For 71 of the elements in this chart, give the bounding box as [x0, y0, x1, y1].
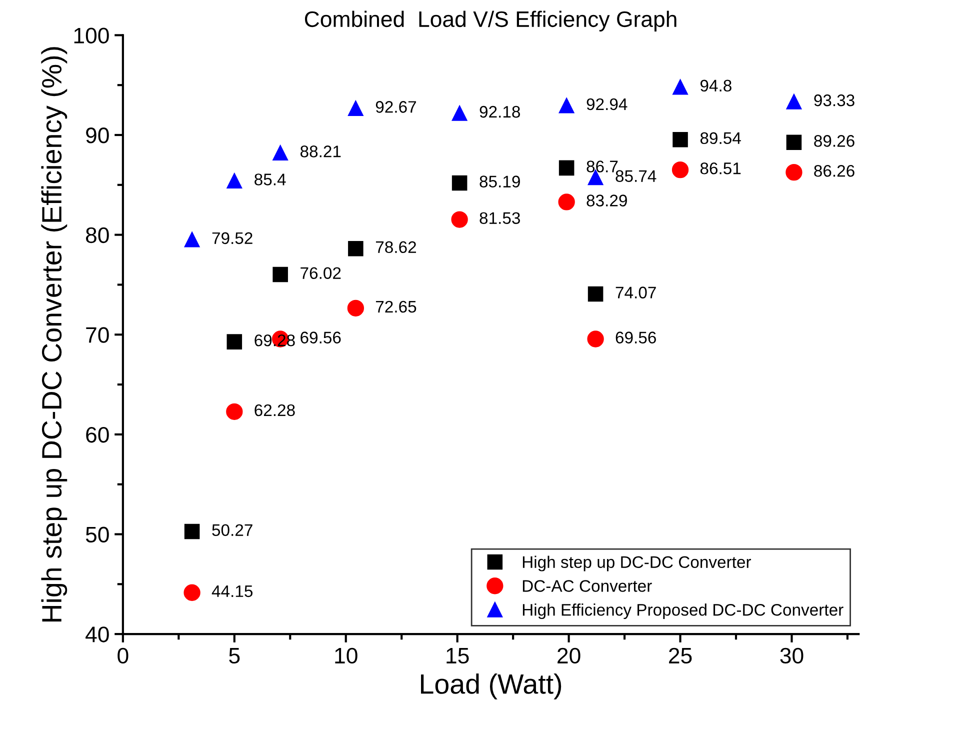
x-tick-label: 0 [118, 648, 128, 664]
data-label: 92.67 [376, 101, 416, 113]
point [558, 194, 575, 210]
point [226, 334, 242, 350]
point [226, 173, 242, 189]
point [452, 175, 468, 191]
data-label: 76.02 [300, 267, 341, 280]
point [184, 584, 200, 601]
data-label: 50.27 [212, 524, 252, 536]
data-label: 86.7 [586, 160, 618, 172]
data-label: 92.18 [480, 106, 520, 118]
data-label: 88.21 [300, 146, 341, 158]
data-label: 74.07 [616, 286, 656, 298]
point [786, 134, 802, 150]
data-label: 69.56 [300, 332, 341, 344]
data-label: 62.28 [254, 404, 295, 416]
y-tick-label: 40 [86, 626, 109, 642]
data-label: 89.26 [814, 135, 854, 147]
x-tick-label: 10 [335, 648, 358, 664]
point [272, 145, 288, 160]
x-tick-label: 25 [669, 648, 692, 664]
x-tick-label: 15 [446, 648, 469, 664]
data-label: 92.94 [586, 98, 628, 110]
legend-label: High Efficiency Proposed DC-DC Converter [522, 604, 844, 620]
point [786, 94, 802, 110]
data-label: 86.26 [814, 164, 854, 177]
chart-title: Combined Load V/S Efficiency Graph [304, 10, 676, 32]
data-label: 85.74 [616, 170, 656, 182]
y-tick-label: 60 [86, 426, 109, 443]
point [672, 132, 688, 148]
data-label: 94.8 [700, 80, 732, 92]
x-axis-title: Load (Watt) [421, 674, 562, 700]
data-label: 81.53 [480, 212, 520, 224]
point [786, 164, 802, 181]
data-label: 86.51 [700, 162, 741, 174]
point [452, 106, 468, 121]
y-tick-label: 50 [86, 526, 109, 543]
y-tick-label: 90 [86, 128, 109, 144]
legend-label: High step up DC-DC Converter [522, 556, 752, 572]
point [348, 100, 364, 116]
data-label: 79.52 [212, 232, 252, 244]
data-label: 69.56 [616, 332, 656, 344]
y-tick-label: 70 [86, 327, 109, 343]
data-label: 85.4 [254, 174, 286, 186]
point [272, 266, 288, 282]
y-axis-title: High step up DC-DC Converter (Efficiency (%)) [41, 47, 68, 622]
point [587, 330, 604, 348]
data-label: 44.15 [212, 585, 252, 598]
data-label: 85.19 [480, 176, 520, 188]
point [672, 79, 688, 95]
data-label: 78.62 [376, 241, 416, 254]
point [347, 300, 364, 316]
point [348, 240, 364, 256]
x-tick-label: 20 [558, 648, 580, 664]
point [558, 160, 574, 176]
y-tick-label: 80 [86, 227, 109, 244]
point [226, 403, 243, 420]
x-tick-label: 5 [229, 648, 240, 664]
data-label: 89.54 [700, 132, 741, 144]
data-label: 83.29 [586, 194, 627, 206]
point [672, 161, 689, 178]
data-label: 72.65 [376, 300, 416, 313]
point [558, 98, 574, 114]
point [184, 232, 200, 248]
data-label: 93.33 [814, 94, 854, 106]
point [184, 524, 200, 540]
legend-label: DC-AC Converter [522, 580, 652, 592]
point [588, 286, 604, 302]
y-tick-label: 100 [74, 28, 109, 44]
point [451, 211, 468, 228]
x-tick-label: 30 [780, 648, 804, 664]
